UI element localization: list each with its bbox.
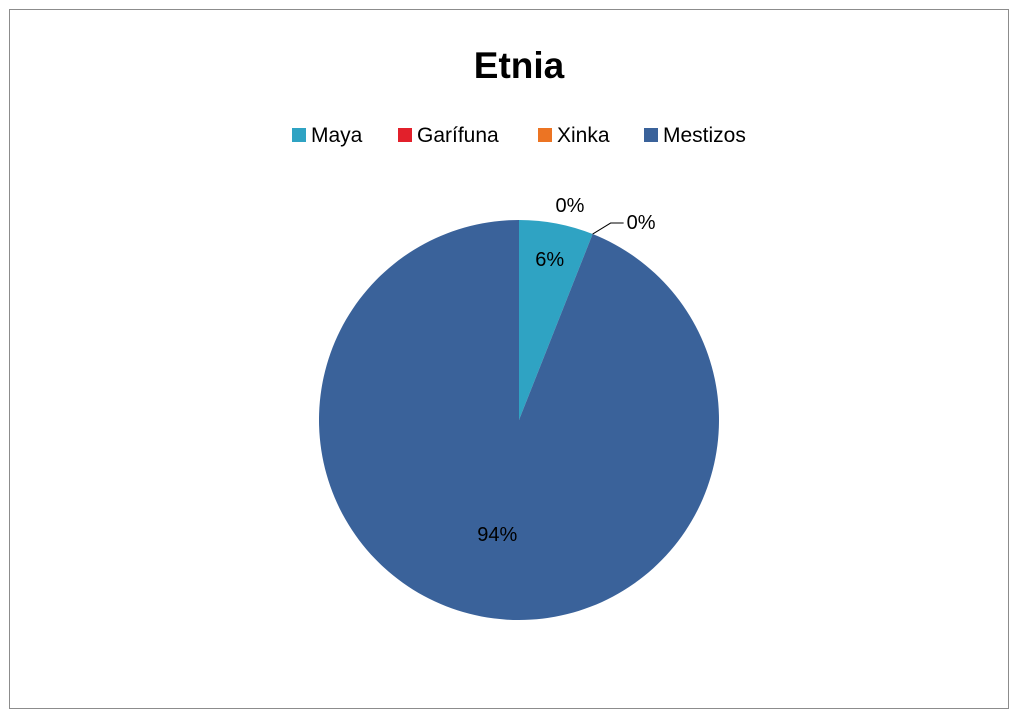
chart-title: Etnia — [474, 45, 565, 86]
pie-chart: Etnia Maya Garífuna Xinka Mestizos 6% 94% 0% 0… — [292, 45, 746, 621]
leader-line-xinka — [592, 222, 624, 235]
legend-swatch-garifuna — [398, 128, 412, 142]
legend-label-maya: Maya — [311, 124, 363, 147]
legend-item-maya: Maya — [292, 124, 363, 147]
pie-slice-maya — [519, 220, 593, 420]
data-label-xinka: 0% — [627, 212, 656, 234]
legend-swatch-maya — [292, 128, 306, 142]
legend-item-xinka: Xinka — [538, 124, 610, 147]
legend-swatch-xinka — [538, 128, 552, 142]
legend-item-mestizos: Mestizos — [644, 124, 746, 147]
data-labels: 6% 94% 0% 0% — [477, 195, 655, 546]
data-label-mestizos: 94% — [477, 524, 517, 546]
legend-label-xinka: Xinka — [557, 124, 610, 147]
legend-label-garifuna: Garífuna — [417, 124, 499, 147]
data-label-garifuna: 0% — [556, 195, 585, 217]
legend-swatch-mestizos — [644, 128, 658, 142]
legend-label-mestizos: Mestizos — [663, 124, 746, 147]
pie-slices — [319, 220, 720, 621]
leader-lines — [592, 222, 624, 235]
legend: Maya Garífuna Xinka Mestizos — [292, 124, 746, 147]
data-label-maya: 6% — [535, 249, 564, 271]
pie-slice-mestizos — [319, 220, 720, 621]
legend-item-garifuna: Garífuna — [398, 124, 499, 147]
